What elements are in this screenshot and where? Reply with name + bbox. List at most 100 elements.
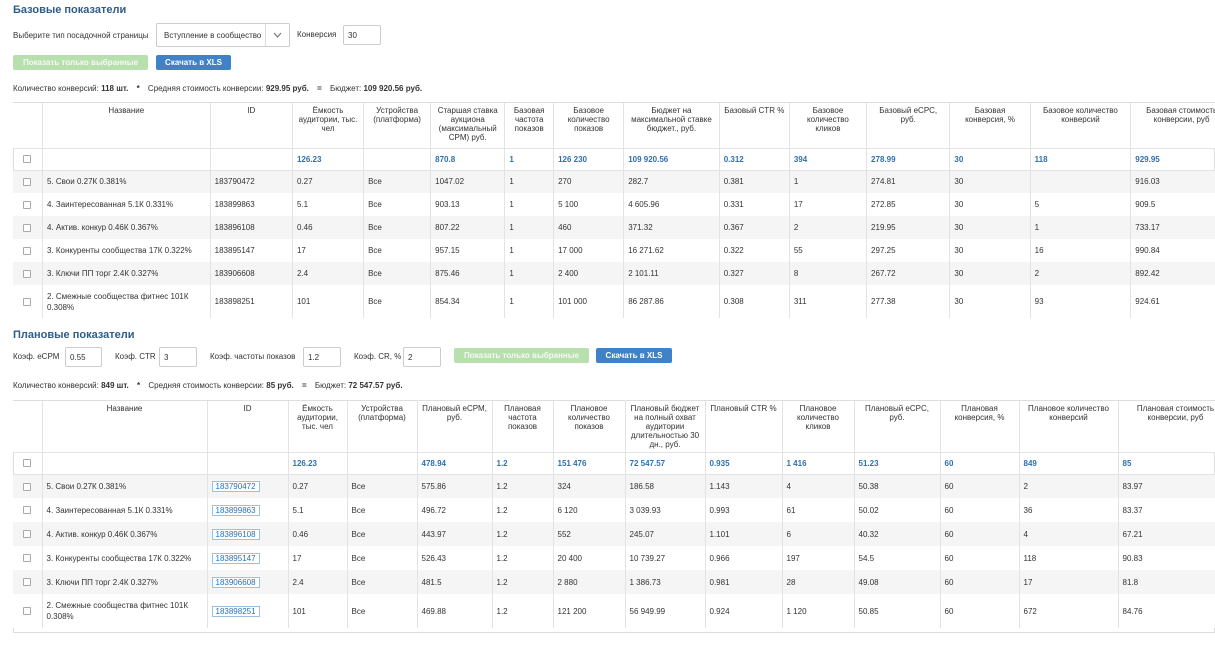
- row-checkbox[interactable]: [23, 554, 32, 563]
- column-header[interactable]: Базовая конверсия, %: [949, 103, 1031, 149]
- ad-id-link[interactable]: 183898251: [211, 605, 260, 617]
- table-cell: 60: [940, 594, 1020, 628]
- total-cell: [363, 148, 432, 171]
- column-header[interactable]: Ёмкость аудитории, тыс. чел: [292, 103, 365, 149]
- row-checkbox[interactable]: [23, 269, 32, 278]
- column-header[interactable]: Плановая конверсия, %: [940, 401, 1020, 453]
- table-cell: 526.43: [417, 546, 493, 570]
- table-cell: 0.367: [719, 216, 790, 239]
- column-header[interactable]: Базовый CTR %: [719, 103, 790, 149]
- column-header[interactable]: Плановый eCPM, руб.: [417, 401, 493, 453]
- column-header[interactable]: Базовое количество кликов: [789, 103, 868, 149]
- conversion-input[interactable]: 30: [343, 25, 381, 45]
- ad-id-link[interactable]: 183896108: [211, 528, 260, 540]
- ad-id-link[interactable]: 183895147: [211, 552, 260, 564]
- column-header[interactable]: Старшая ставка аукциона (максимальный CP…: [430, 103, 506, 149]
- column-header[interactable]: Плановое количество конверсий: [1019, 401, 1119, 453]
- table-cell: 1.2: [492, 522, 554, 546]
- column-header[interactable]: Плановое количество показов: [553, 401, 626, 453]
- row-checkbox[interactable]: [23, 200, 32, 209]
- table-cell: 272.85: [866, 193, 951, 216]
- table-cell: 4: [1019, 522, 1119, 546]
- row-checkbox[interactable]: [23, 506, 32, 515]
- column-header[interactable]: Базовое количество конверсий: [1030, 103, 1132, 149]
- column-header[interactable]: Бюджет на максимальной ставке бюджет., р…: [623, 103, 720, 149]
- table-row[interactable]: 2. Смежные сообщества фитнес 101К 0.308%…: [13, 285, 1215, 318]
- table-cell: 0.993: [705, 498, 783, 522]
- column-header[interactable]: Базовый eCPC, руб.: [866, 103, 951, 149]
- id-cell: 183906608: [207, 570, 289, 594]
- table-cell: 30: [949, 262, 1031, 285]
- ecpm-coef-input[interactable]: 0.55: [65, 347, 102, 367]
- column-header[interactable]: Плановый eCPC, руб.: [854, 401, 941, 453]
- table-cell: 324: [553, 474, 626, 498]
- column-header[interactable]: Базовое количество показов: [553, 103, 625, 149]
- ad-id-link[interactable]: 183906608: [211, 576, 260, 588]
- row-checkbox[interactable]: [23, 246, 32, 255]
- table-cell: 183898251: [210, 285, 293, 318]
- table-cell: 672: [1019, 594, 1119, 628]
- table-row[interactable]: 2. Смежные сообщества фитнес 101К 0.308%…: [13, 594, 1215, 628]
- select-all-checkbox[interactable]: [23, 459, 32, 468]
- column-header[interactable]: Плановый CTR %: [705, 401, 783, 453]
- column-header[interactable]: Устройства (платформа): [347, 401, 418, 453]
- table-row[interactable]: 5. Свои 0.27К 0.381% 183790472 0.27 Все 575.…: [13, 474, 1215, 498]
- table-row[interactable]: 3. Ключи ПП торг 2.4К 0.327% 183906608 2.4…: [13, 262, 1215, 285]
- plan-show-selected-button[interactable]: Показать только выбранные: [454, 348, 589, 363]
- ad-id-link[interactable]: 183899863: [211, 504, 260, 516]
- column-header[interactable]: Ёмкость аудитории, тыс. чел: [288, 401, 348, 453]
- row-checkbox[interactable]: [23, 223, 32, 232]
- table-row[interactable]: 4. Заинтересованная 5.1К 0.331% 183899863…: [13, 193, 1215, 216]
- freq-coef-input[interactable]: 1.2: [303, 347, 341, 367]
- ctr-coef-input[interactable]: 3: [159, 347, 197, 367]
- column-header[interactable]: Базовая частота показов: [504, 103, 555, 149]
- row-checkbox[interactable]: [23, 178, 32, 187]
- table-row[interactable]: 3. Конкуренты сообщества 17К 0.322% 18389…: [13, 239, 1215, 262]
- table-cell: 60: [940, 546, 1020, 570]
- column-header[interactable]: ID: [210, 103, 293, 149]
- row-checkbox[interactable]: [23, 530, 32, 539]
- table-row[interactable]: 4. Заинтересованная 5.1К 0.331% 183899863…: [13, 498, 1215, 522]
- column-header[interactable]: Базовая стоимость конверсии, руб: [1130, 103, 1215, 149]
- base-download-xls-button[interactable]: Скачать в XLS: [156, 55, 231, 70]
- name-cell: 4. Заинтересованная 5.1К 0.331%: [42, 193, 211, 216]
- table-cell: 101 000: [553, 285, 625, 318]
- table-cell: 17: [292, 239, 365, 262]
- landing-type-select[interactable]: Вступление в сообщество: [156, 23, 290, 47]
- row-checkbox[interactable]: [23, 297, 32, 306]
- id-cell: 183899863: [207, 498, 289, 522]
- column-header[interactable]: Плановое количество кликов: [782, 401, 855, 453]
- column-header[interactable]: Плановая частота показов: [492, 401, 554, 453]
- ad-id-link[interactable]: 183790472: [211, 480, 260, 492]
- column-header[interactable]: ID: [207, 401, 289, 453]
- table-cell: [1030, 170, 1132, 193]
- base-show-selected-button[interactable]: Показать только выбранные: [13, 55, 148, 70]
- select-all-checkbox[interactable]: [23, 155, 32, 164]
- column-header[interactable]: Устройства (платформа): [363, 103, 432, 149]
- total-cell: 60: [940, 452, 1020, 475]
- table-cell: 183895147: [210, 239, 293, 262]
- table-row[interactable]: 4. Актив. конкур 0.46К 0.367% 183896108 0.…: [13, 216, 1215, 239]
- cr-coef-input[interactable]: 2: [403, 347, 441, 367]
- row-checkbox[interactable]: [23, 607, 32, 616]
- table-row[interactable]: 5. Свои 0.27К 0.381% 183790472 0.27 Все 1047…: [13, 170, 1215, 193]
- table-cell: 1047.02: [430, 170, 506, 193]
- table-cell: 2: [1019, 474, 1119, 498]
- plan-download-xls-button[interactable]: Скачать в XLS: [596, 348, 672, 363]
- name-cell: 3. Конкуренты сообщества 17К 0.322%: [42, 239, 211, 262]
- table-cell: 40.32: [854, 522, 941, 546]
- column-header[interactable]: Название: [42, 103, 211, 149]
- table-row[interactable]: 3. Конкуренты сообщества 17К 0.322% 18389…: [13, 546, 1215, 570]
- column-header[interactable]: Название: [42, 401, 208, 453]
- table-cell: Все: [363, 239, 432, 262]
- table-cell: 733.17: [1130, 216, 1215, 239]
- row-checkbox[interactable]: [23, 482, 32, 491]
- column-header[interactable]: Плановый бюджет на полный охват аудитори…: [625, 401, 706, 453]
- column-header[interactable]: Плановая стоимость конверсии, руб: [1118, 401, 1215, 453]
- row-checkbox[interactable]: [23, 578, 32, 587]
- table-cell: 5.1: [292, 193, 365, 216]
- table-row[interactable]: 4. Актив. конкур 0.46К 0.367% 183896108 0.…: [13, 522, 1215, 546]
- table-cell: 0.46: [292, 216, 365, 239]
- total-cell: 30: [949, 148, 1031, 171]
- table-row[interactable]: 3. Ключи ПП торг 2.4К 0.327% 183906608 2.4…: [13, 570, 1215, 594]
